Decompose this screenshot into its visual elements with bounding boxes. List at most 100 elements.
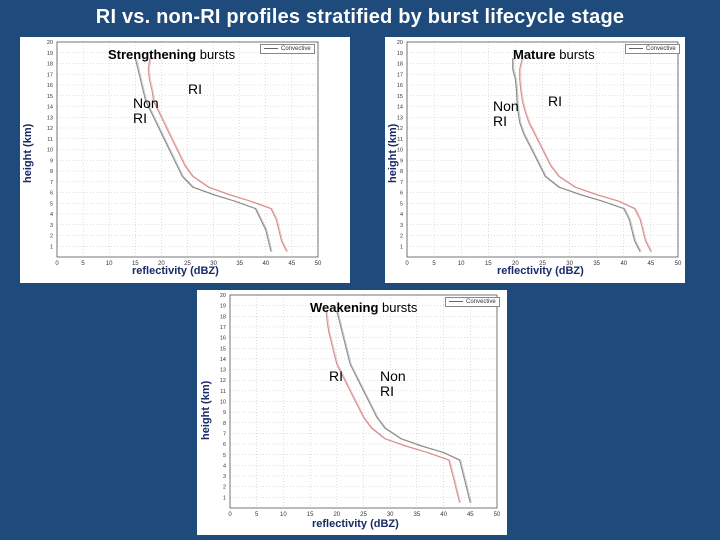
y-tick-label: 18 [397, 62, 403, 68]
x-tick-label: 50 [494, 512, 501, 518]
y-tick-label: 16 [47, 83, 53, 89]
y-tick-label: 3 [400, 223, 403, 229]
y-tick-label: 5 [400, 201, 403, 207]
x-tick-label: 20 [512, 261, 519, 267]
y-tick-label: 11 [47, 137, 53, 143]
y-tick-label: 13 [397, 115, 403, 121]
x-tick-label: 25 [184, 261, 191, 267]
legend-label: Convective [281, 46, 311, 52]
y-tick-label: 6 [400, 191, 403, 197]
y-tick-label: 11 [397, 137, 403, 143]
non-ri-annotation: Non RI [493, 98, 519, 129]
panel-title-bold: Strengthening [108, 47, 197, 62]
x-tick-label: 5 [432, 261, 436, 267]
x-tick-label: 5 [81, 261, 85, 267]
x-tick-label: 35 [414, 512, 421, 518]
non-ri-profile-line-shadow [136, 58, 273, 252]
y-tick-label: 1 [223, 495, 226, 501]
legend-swatch [449, 300, 463, 302]
x-tick-label: 10 [458, 261, 465, 267]
x-tick-label: 45 [467, 512, 474, 518]
non-ri-profile-line [134, 57, 272, 252]
ri-profile-line-shadow [520, 58, 653, 252]
y-tick-label: 17 [220, 325, 226, 331]
slide-title: RI vs. non-RI profiles stratified by bur… [95, 6, 625, 28]
y-tick-label: 9 [223, 410, 226, 416]
y-tick-label: 19 [220, 304, 226, 310]
legend-label: Convective [466, 299, 496, 305]
y-tick-label: 10 [220, 400, 226, 406]
non-ri-annotation: Non RI [380, 368, 406, 399]
y-tick-label: 15 [220, 346, 226, 352]
y-tick-label: 7 [223, 431, 226, 437]
y-tick-label: 6 [223, 442, 226, 448]
y-tick-label: 11 [220, 389, 226, 395]
x-tick-label: 10 [280, 512, 287, 518]
y-tick-label: 5 [50, 201, 53, 207]
x-tick-label: 15 [485, 261, 492, 267]
x-tick-label: 0 [55, 261, 59, 267]
y-axis-label: height (km) [22, 123, 34, 183]
y-tick-label: 8 [223, 421, 226, 427]
x-tick-label: 50 [675, 261, 682, 267]
y-tick-label: 9 [50, 158, 53, 164]
x-tick-label: 30 [210, 261, 217, 267]
plot-frame [229, 294, 498, 509]
y-tick-label: 20 [47, 40, 53, 46]
x-axis-label: reflectivity (dBZ) [312, 518, 399, 530]
weakening-panel: 0 5 10 15 20 25 30 35 40 45 50 1 2 3 4 5 6 7 8 9 10 11 12 13 14 1… [197, 290, 507, 535]
y-tick-label: 4 [400, 212, 403, 218]
x-axis-label: reflectivity (dBZ) [132, 265, 219, 277]
non-ri-profile-line [336, 310, 471, 503]
x-tick-label: 50 [315, 261, 322, 267]
y-tick-label: 3 [223, 474, 226, 480]
x-tick-label: 35 [236, 261, 243, 267]
y-tick-label: 2 [50, 234, 53, 240]
y-tick-label: 3 [50, 223, 53, 229]
y-tick-label: 7 [50, 180, 53, 186]
ri-profile-line-shadow [149, 58, 289, 252]
strengthening-chart: 0 5 10 15 20 25 30 35 40 45 5012345678910111213141… [47, 40, 322, 267]
y-tick-label: 14 [47, 105, 53, 111]
y-tick-label: 13 [220, 368, 226, 374]
x-tick-label: 40 [620, 261, 627, 267]
panel-title: Strengthening bursts [108, 47, 235, 62]
x-tick-label: 25 [539, 261, 546, 267]
y-tick-label: 5 [223, 453, 226, 459]
non-ri-profile-line-shadow [337, 310, 472, 503]
x-tick-label: 45 [648, 261, 655, 267]
y-tick-label: 20 [397, 40, 403, 46]
y-tick-label: 14 [220, 357, 226, 363]
x-tick-label: 5 [255, 512, 259, 518]
x-tick-label: 20 [333, 512, 340, 518]
ri-annotation: RI [548, 93, 562, 109]
y-tick-label: 18 [220, 314, 226, 320]
y-tick-label: 17 [47, 72, 53, 78]
y-tick-label: 10 [47, 148, 53, 154]
x-tick-label: 30 [566, 261, 573, 267]
weakening-chart: 0 5 10 15 20 25 30 35 40 45 5012345678910111213141… [220, 293, 501, 518]
y-tick-label: 8 [50, 169, 53, 175]
y-tick-label: 7 [400, 180, 403, 186]
strengthening-panel: 0 5 10 15 20 25 30 35 40 45 50 1 2 3 4 5 6 7 8 9 10 11 12 13 14 1… [20, 37, 350, 283]
y-tick-label: 15 [47, 94, 53, 100]
legend: Convective [260, 44, 315, 54]
y-tick-label: 9 [400, 158, 403, 164]
non-ri-profile-line [512, 58, 641, 252]
y-tick-label: 14 [397, 105, 403, 111]
y-tick-label: 4 [50, 212, 53, 218]
mature-chart: 0 5 10 15 20 25 30 35 40 45 5012345678910111213141… [397, 40, 682, 267]
y-tick-label: 19 [397, 51, 403, 57]
x-tick-label: 20 [158, 261, 165, 267]
y-tick-label: 12 [47, 126, 53, 132]
ri-profile-line [325, 310, 461, 503]
panel-title-bold: Mature [513, 47, 556, 62]
x-tick-label: 35 [593, 261, 600, 267]
y-tick-label: 10 [397, 148, 403, 154]
y-tick-label: 17 [397, 72, 403, 78]
panel-title: Weakening bursts [310, 300, 417, 315]
panel-title: Mature bursts [513, 47, 595, 62]
plot-frame [406, 41, 679, 258]
ri-profile-line [519, 57, 652, 252]
y-tick-label: 12 [397, 126, 403, 132]
